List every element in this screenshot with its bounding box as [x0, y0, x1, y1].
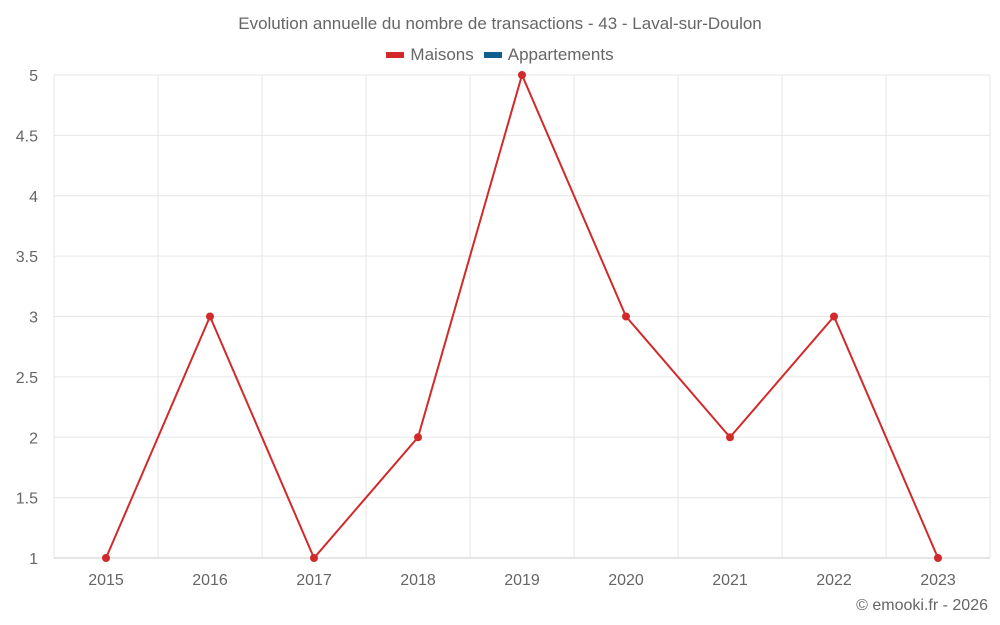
- x-tick-label: 2019: [504, 572, 540, 589]
- legend-swatch-appartements: [483, 52, 502, 58]
- data-point-maisons: [518, 71, 526, 79]
- legend-item-appartements[interactable]: Appartements: [483, 45, 614, 65]
- x-tick-label: 2021: [712, 572, 748, 589]
- x-tick-label: 2018: [400, 572, 436, 589]
- data-point-maisons: [414, 433, 422, 442]
- y-tick-label: 1.5: [16, 491, 38, 508]
- data-point-maisons: [102, 554, 110, 562]
- y-tick-label: 5: [29, 68, 38, 85]
- x-tick-label: 2017: [296, 572, 332, 589]
- x-tick-label: 2015: [88, 572, 124, 589]
- legend: Maisons Appartements: [0, 45, 1000, 65]
- data-point-maisons: [830, 312, 838, 321]
- chart-title: Evolution annuelle du nombre de transact…: [238, 14, 762, 33]
- y-tick-label: 1: [29, 551, 38, 568]
- y-tick-label: 3.5: [16, 249, 38, 266]
- x-tick-label: 2020: [608, 572, 644, 589]
- data-point-maisons: [622, 312, 630, 321]
- legend-item-maisons[interactable]: Maisons: [386, 45, 474, 65]
- legend-label-maisons: Maisons: [410, 45, 474, 64]
- legend-label-appartements: Appartements: [507, 45, 614, 64]
- data-point-maisons: [206, 312, 214, 321]
- legend-swatch-maisons: [386, 52, 405, 58]
- x-tick-label: 2016: [192, 572, 228, 589]
- y-tick-label: 2: [29, 430, 38, 447]
- y-tick-label: 4: [29, 189, 38, 206]
- y-tick-label: 4.5: [16, 128, 38, 145]
- x-tick-label: 2022: [816, 572, 852, 589]
- data-point-maisons: [726, 433, 734, 442]
- y-tick-label: 2.5: [16, 370, 38, 387]
- credit-text: © emooki.fr - 2026: [856, 597, 988, 614]
- data-point-maisons: [310, 554, 318, 562]
- data-point-maisons: [934, 554, 942, 562]
- y-tick-label: 3: [29, 310, 38, 327]
- x-tick-label: 2023: [920, 572, 956, 589]
